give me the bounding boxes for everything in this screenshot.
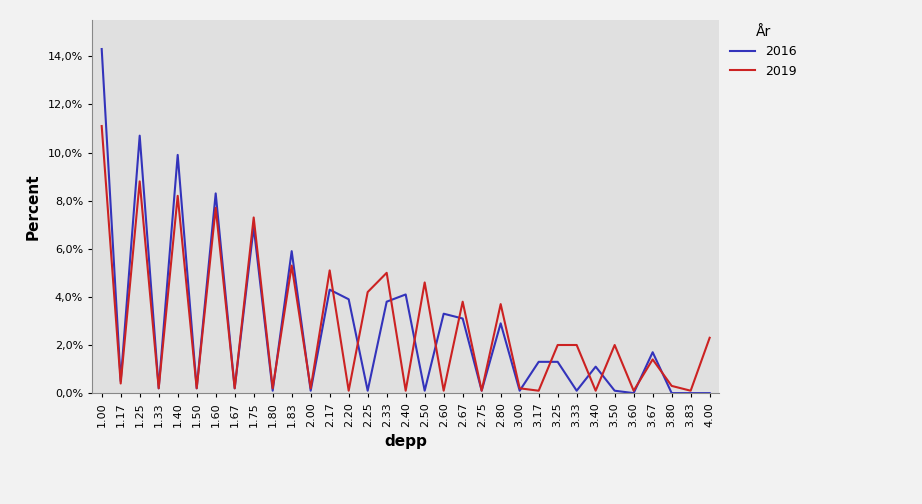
2016 <box>210 191 221 197</box>
2016 <box>571 388 582 394</box>
2016 <box>286 248 297 254</box>
2016 <box>704 390 715 396</box>
2016 <box>609 388 621 394</box>
2019 <box>381 270 392 276</box>
2016 <box>590 363 601 369</box>
2016 <box>552 359 563 365</box>
2019 <box>666 383 677 389</box>
2019 <box>685 388 696 394</box>
2016 <box>514 388 526 394</box>
2019 <box>514 385 526 391</box>
2016 <box>400 291 411 297</box>
2019 <box>267 385 278 391</box>
2016 <box>248 224 259 230</box>
2019 <box>438 388 449 394</box>
2019 <box>153 385 164 391</box>
2019 <box>457 299 468 305</box>
2019 <box>533 388 544 394</box>
2016 <box>457 316 468 322</box>
Line: 2019: 2019 <box>101 126 710 391</box>
2016 <box>362 388 373 394</box>
2016 <box>230 385 241 391</box>
2016 <box>267 388 278 394</box>
2019 <box>286 263 297 269</box>
2019 <box>628 388 639 394</box>
2019 <box>495 301 506 307</box>
2016 <box>172 152 183 158</box>
2019 <box>230 385 241 391</box>
2016 <box>325 287 336 293</box>
2019 <box>476 388 487 394</box>
2019 <box>704 335 715 341</box>
2019 <box>571 342 582 348</box>
2016 <box>115 378 126 384</box>
2016 <box>420 388 431 394</box>
2016 <box>96 46 107 52</box>
2016 <box>191 385 202 391</box>
2019 <box>343 388 354 394</box>
2019 <box>420 279 431 285</box>
2019 <box>362 289 373 295</box>
2016 <box>153 385 164 391</box>
2019 <box>115 381 126 387</box>
2019 <box>647 356 658 362</box>
2019 <box>400 388 411 394</box>
2016 <box>647 349 658 355</box>
2016 <box>135 133 146 139</box>
2019 <box>590 388 601 394</box>
X-axis label: depp: depp <box>384 434 427 449</box>
2016 <box>476 388 487 394</box>
2019 <box>210 205 221 211</box>
2016 <box>666 390 677 396</box>
2016 <box>533 359 544 365</box>
2019 <box>248 214 259 220</box>
2019 <box>172 193 183 199</box>
2019 <box>325 268 336 274</box>
2019 <box>305 385 316 391</box>
2016 <box>343 296 354 302</box>
2019 <box>552 342 563 348</box>
2019 <box>96 123 107 129</box>
2016 <box>438 310 449 317</box>
Legend: 2016, 2019: 2016, 2019 <box>726 20 802 83</box>
2016 <box>305 388 316 394</box>
2016 <box>381 299 392 305</box>
2016 <box>495 321 506 327</box>
2019 <box>135 178 146 184</box>
2016 <box>685 390 696 396</box>
2019 <box>609 342 621 348</box>
2019 <box>191 385 202 391</box>
2016 <box>628 390 639 396</box>
Y-axis label: Percent: Percent <box>26 173 41 240</box>
Line: 2016: 2016 <box>101 49 710 393</box>
